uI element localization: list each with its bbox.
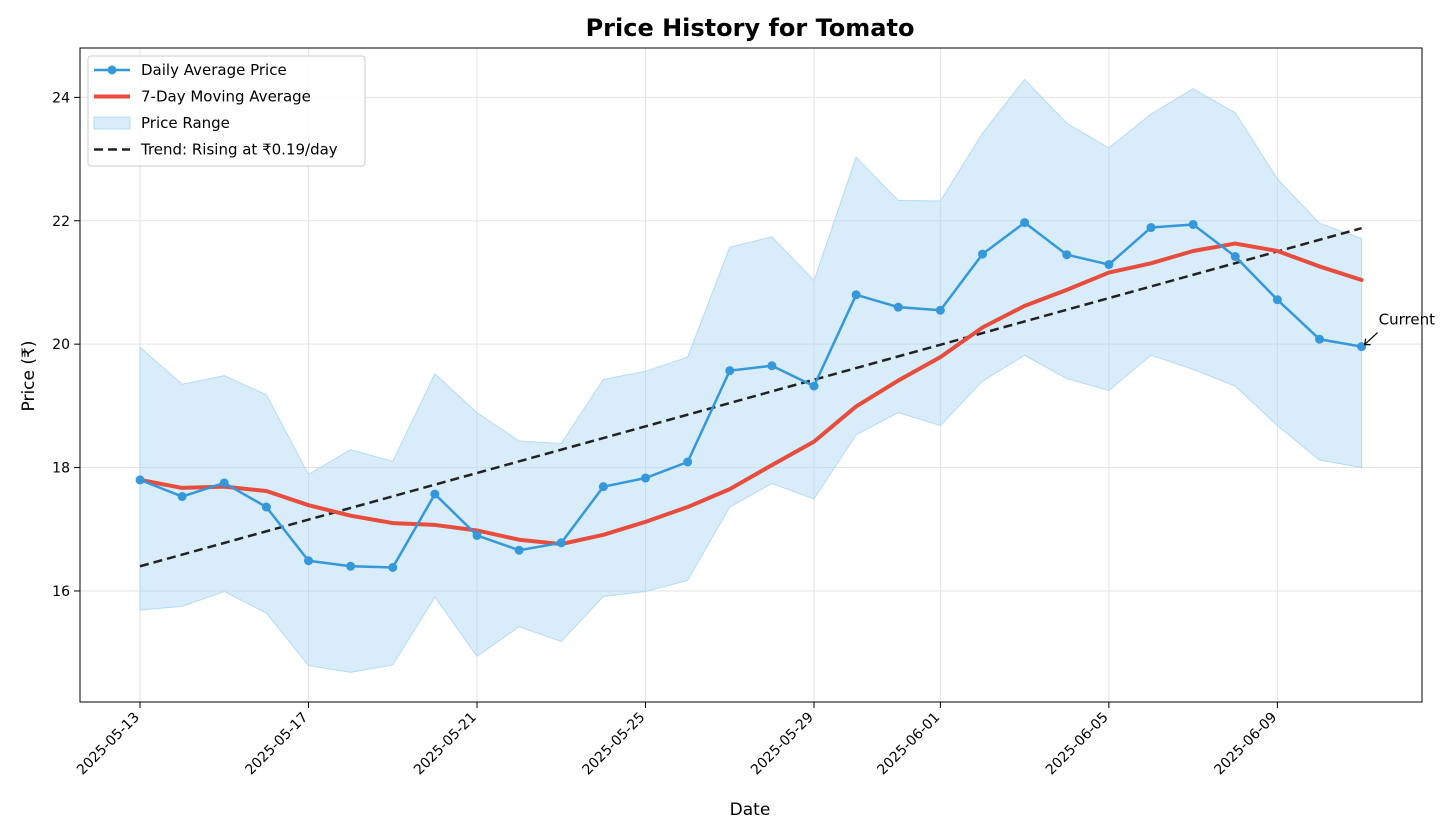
legend-swatch-daily-marker: [107, 65, 117, 75]
daily-price-point: [598, 482, 608, 492]
daily-price-point: [135, 475, 145, 485]
daily-price-point: [219, 478, 229, 488]
y-axis: 16 18 20 22 24: [52, 90, 80, 600]
moving-average-layer: [138, 241, 1364, 547]
daily-price-line: [139, 221, 1362, 569]
daily-price-point: [1230, 252, 1240, 262]
legend-box: [87, 55, 366, 167]
grid-lines: [80, 48, 1422, 702]
x-tick-label: 2025-05-17: [242, 710, 311, 779]
daily-price-point: [851, 290, 861, 300]
daily-price-point: [641, 473, 650, 483]
daily-price-point: [177, 492, 187, 502]
x-tick-label: 2025-06-05: [1043, 710, 1112, 779]
price-range-band-layer: [139, 78, 1363, 673]
x-axis: 2025-05-13 2025-05-17 2025-05-21 2025-05-25…: [74, 702, 1280, 778]
legend-label: Daily Average Price: [141, 61, 287, 79]
daily-price-point: [1272, 295, 1282, 305]
legend-label: Trend: Rising at ₹0.19/day: [140, 141, 338, 159]
y-tick-label: 24: [52, 90, 70, 106]
plot-area-frame: [79, 47, 1423, 703]
x-tick-label: 2025-05-13: [74, 710, 143, 779]
daily-price-point: [346, 561, 356, 571]
x-tick-label: 2025-05-21: [411, 710, 480, 779]
daily-price-point: [1357, 342, 1367, 352]
x-axis-label: Date: [730, 800, 771, 820]
x-tick-label: 2025-06-01: [874, 710, 943, 779]
trend-line: [139, 226, 1362, 568]
daily-price-point: [809, 381, 819, 391]
trend-line-layer: [139, 226, 1362, 568]
daily-price-point: [893, 302, 903, 312]
chart-title: Price History for Tomato: [586, 14, 915, 42]
price-range-band: [139, 78, 1363, 673]
daily-price-layer: [135, 218, 1367, 572]
legend-label: Price Range: [141, 114, 230, 132]
x-tick-label: 2025-06-09: [1211, 710, 1280, 779]
daily-price-point: [1104, 260, 1114, 270]
annotations: Current: [1363, 311, 1435, 346]
daily-price-point: [683, 457, 693, 467]
moving-average-line: [138, 241, 1364, 547]
daily-price-point: [1062, 250, 1072, 260]
y-tick-label: 16: [52, 584, 70, 600]
daily-price-point: [556, 538, 566, 548]
x-tick-label: 2025-05-29: [748, 710, 817, 779]
y-tick-label: 18: [52, 461, 70, 477]
legend-label: 7-Day Moving Average: [141, 88, 311, 106]
daily-price-point: [1146, 223, 1156, 233]
daily-price-point: [388, 562, 398, 572]
daily-price-point: [1020, 218, 1030, 228]
daily-price-point: [978, 249, 987, 259]
daily-price-point: [935, 305, 945, 315]
daily-price-point: [430, 489, 440, 499]
daily-price-point: [304, 556, 313, 566]
annotation-current-label: Current: [1379, 311, 1435, 329]
daily-price-point: [767, 361, 777, 371]
y-tick-label: 20: [52, 337, 70, 353]
legend-swatch-price-range: [93, 116, 131, 130]
y-axis-label: Price (₹): [19, 341, 39, 412]
annotation-arrow-shaft: [1364, 332, 1379, 346]
legend: Daily Average Price 7-Day Moving Average P…: [87, 55, 366, 167]
y-tick-label: 22: [52, 214, 70, 230]
daily-price-point: [514, 545, 524, 555]
daily-price-point: [472, 530, 482, 540]
annotation-arrow-head: [1363, 338, 1371, 346]
daily-price-point: [1315, 334, 1324, 344]
daily-price-point: [261, 502, 271, 512]
daily-price-point: [1188, 219, 1198, 229]
daily-price-point: [725, 366, 735, 376]
x-tick-label: 2025-05-25: [579, 710, 648, 779]
